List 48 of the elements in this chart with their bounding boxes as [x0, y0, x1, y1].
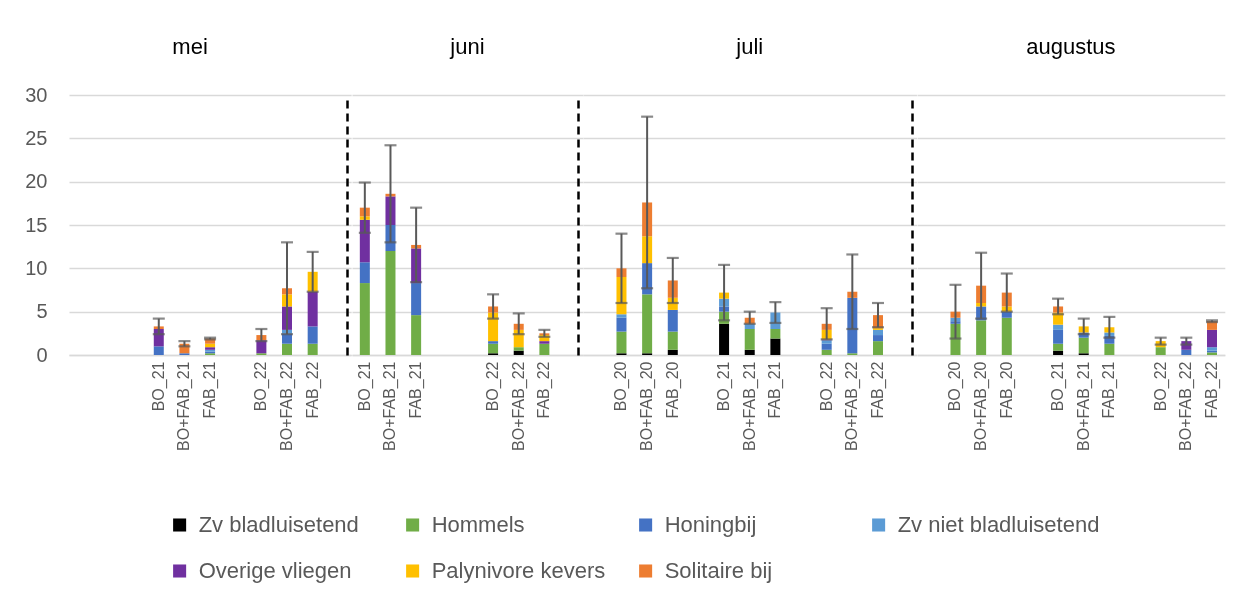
- x-tick-label: BO_22: [252, 361, 271, 412]
- x-tick-label: BO_22: [817, 361, 836, 412]
- chart-title: juni: [449, 34, 485, 59]
- x-tick-label: FAB_21: [1100, 361, 1119, 419]
- x-tick-label: BO_20: [946, 361, 965, 412]
- x-tick-label: FAB_21: [201, 361, 220, 419]
- y-tick-label: 25: [25, 126, 48, 149]
- legend-label: Zv bladluisetend: [198, 512, 359, 537]
- y-tick-label: 10: [25, 256, 48, 279]
- y-tick-label: 0: [36, 343, 48, 366]
- x-tick-label: BO+FAB_21: [740, 361, 759, 451]
- x-tick-label: FAB_22: [868, 361, 887, 419]
- x-tick-label: BO_21: [149, 361, 168, 412]
- x-tick-label: BO+FAB_22: [1177, 361, 1196, 451]
- legend-label: Solitaire bij: [664, 558, 773, 583]
- legend-label: Hommels: [431, 512, 525, 537]
- chart-title: juli: [735, 34, 764, 59]
- x-tick-label: BO+FAB_21: [1074, 361, 1093, 451]
- x-tick-label: FAB_22: [1202, 361, 1221, 419]
- x-tick-label: BO+FAB_22: [509, 361, 528, 451]
- legend-label: Palynivore kevers: [431, 558, 606, 583]
- y-tick-label: 15: [25, 213, 48, 236]
- y-tick-label: 30: [25, 83, 48, 106]
- y-tick-label: 5: [36, 300, 48, 323]
- x-tick-label: BO_21: [1049, 361, 1068, 412]
- x-tick-label: FAB_21: [407, 361, 426, 419]
- legend-label: Overige vliegen: [198, 558, 352, 583]
- legend-label: Honingbij: [664, 512, 757, 537]
- x-tick-label: BO+FAB_20: [638, 361, 657, 451]
- x-tick-label: BO_22: [1151, 361, 1170, 412]
- x-tick-label: BO+FAB_20: [972, 361, 991, 451]
- x-tick-label: BO_20: [612, 361, 631, 412]
- x-tick-label: FAB_22: [535, 361, 554, 419]
- x-tick-label: BO_21: [715, 361, 734, 412]
- x-tick-label: FAB_22: [303, 361, 322, 419]
- y-tick-label: 20: [25, 170, 48, 193]
- x-tick-label: BO+FAB_21: [175, 361, 194, 451]
- x-tick-label: BO+FAB_21: [381, 361, 400, 451]
- x-tick-label: BO+FAB_22: [843, 361, 862, 451]
- x-tick-label: BO_22: [484, 361, 503, 412]
- x-tick-label: FAB_21: [766, 361, 785, 419]
- legend-label: Zv niet bladluisetend: [897, 512, 1100, 537]
- x-tick-label: FAB_20: [663, 361, 682, 419]
- chart-title: augustus: [1026, 34, 1116, 59]
- chart-title: mei: [172, 34, 208, 59]
- x-tick-label: BO_21: [355, 361, 374, 412]
- x-tick-label: FAB_20: [997, 361, 1016, 419]
- x-tick-label: BO+FAB_22: [278, 361, 297, 451]
